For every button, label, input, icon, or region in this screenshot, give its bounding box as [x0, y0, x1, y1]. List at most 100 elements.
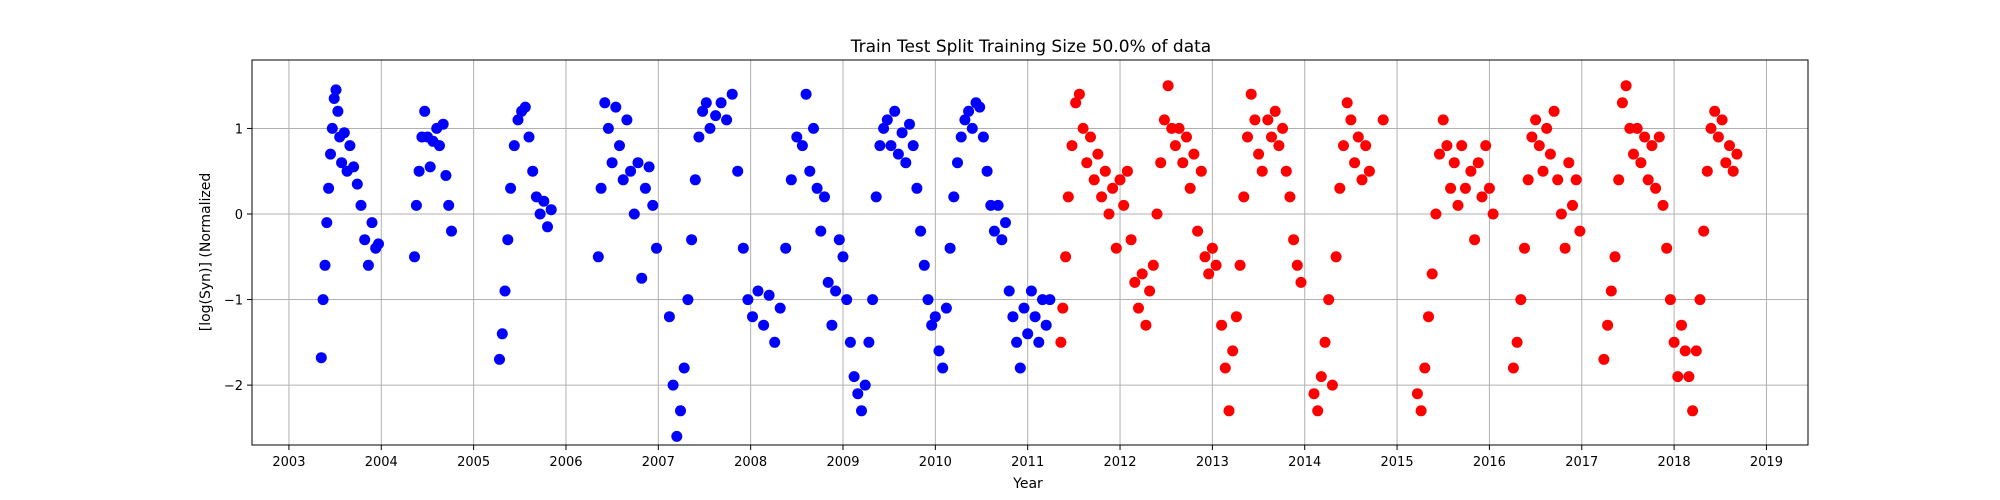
test-point	[1295, 276, 1307, 288]
train-point	[959, 114, 971, 126]
y-axis-label: [log(Syn)] (Normalized	[198, 173, 214, 332]
train-point	[325, 148, 336, 160]
train-point	[315, 352, 327, 364]
chart-title: Train Test Split Training Size 50.0% of …	[850, 37, 1211, 57]
train-point	[1014, 362, 1026, 374]
train-point	[675, 405, 686, 417]
train-point	[494, 353, 505, 365]
train-point	[752, 285, 764, 297]
train-point	[599, 97, 611, 109]
test-point	[1360, 140, 1372, 152]
train-point	[700, 97, 712, 109]
test-point	[1646, 140, 1658, 152]
train-point	[697, 105, 709, 117]
test-point	[1291, 259, 1303, 271]
train-point	[323, 182, 335, 194]
test-point	[1650, 182, 1662, 194]
test-point	[1445, 182, 1457, 194]
train-point	[878, 122, 890, 134]
train-point	[344, 140, 356, 152]
test-point	[1635, 157, 1647, 169]
train-point	[863, 336, 875, 348]
test-point	[1158, 114, 1170, 126]
train-point	[774, 302, 786, 314]
train-point	[636, 272, 648, 284]
train-point	[330, 84, 342, 96]
train-point	[870, 191, 882, 203]
test-point	[1519, 242, 1530, 254]
test-point	[1679, 345, 1691, 357]
train-point	[410, 199, 422, 211]
test-point	[1060, 251, 1072, 263]
test-point	[1206, 242, 1218, 254]
x-tick-label: 2007	[642, 455, 675, 470]
test-point	[1181, 131, 1192, 143]
x-tick-label: 2005	[457, 455, 490, 470]
test-point	[1483, 182, 1495, 194]
test-point	[1639, 131, 1651, 143]
test-point	[1234, 259, 1246, 271]
test-point	[1055, 336, 1067, 348]
train-point	[689, 174, 701, 186]
test-point	[1552, 174, 1564, 186]
train-point	[351, 178, 363, 190]
train-point	[737, 242, 749, 254]
test-point	[1698, 225, 1710, 237]
train-point	[811, 182, 823, 194]
test-point	[1315, 371, 1327, 383]
train-point	[419, 105, 431, 117]
train-point	[900, 157, 912, 169]
test-point	[1609, 251, 1621, 263]
test-point	[1356, 174, 1368, 186]
train-point	[996, 234, 1008, 246]
train-point	[981, 165, 993, 177]
train-point	[955, 131, 967, 143]
test-point	[1620, 80, 1632, 92]
train-point	[992, 199, 1004, 211]
train-point	[763, 289, 775, 301]
test-point	[1456, 140, 1468, 152]
test-point	[1352, 131, 1364, 143]
test-point	[1223, 405, 1235, 417]
test-point	[1515, 294, 1527, 306]
train-point	[710, 110, 722, 122]
test-point	[1613, 174, 1625, 186]
test-point	[1469, 234, 1481, 246]
test-point	[1559, 242, 1571, 254]
test-point	[1219, 362, 1231, 374]
train-point	[1000, 217, 1011, 229]
train-point	[508, 140, 520, 152]
train-point	[496, 328, 508, 340]
train-point	[686, 234, 698, 246]
train-point	[780, 242, 792, 254]
test-point	[1507, 362, 1519, 374]
train-point	[643, 161, 655, 173]
test-point	[1430, 208, 1442, 220]
test-point	[1448, 157, 1460, 169]
test-point	[1085, 131, 1096, 143]
test-point	[1192, 225, 1204, 237]
train-point	[922, 294, 934, 306]
train-point	[867, 294, 879, 306]
x-tick-label: 2003	[272, 455, 305, 470]
test-point	[1092, 148, 1104, 160]
test-point	[1273, 140, 1285, 152]
train-point	[606, 157, 618, 169]
test-point	[1465, 165, 1477, 177]
test-point	[1411, 388, 1423, 400]
train-point	[948, 191, 960, 203]
x-tick-label: 2010	[919, 455, 952, 470]
test-point	[1144, 285, 1156, 297]
test-point	[1096, 191, 1108, 203]
train-point	[545, 204, 557, 216]
train-point	[651, 242, 662, 254]
test-point	[1661, 242, 1673, 254]
train-point	[837, 251, 849, 263]
test-point	[1628, 148, 1639, 160]
train-point	[830, 285, 842, 297]
train-point	[321, 217, 333, 229]
train-point	[647, 199, 659, 211]
x-tick-label: 2018	[1658, 455, 1691, 470]
test-point	[1687, 405, 1699, 417]
train-point	[639, 182, 651, 194]
